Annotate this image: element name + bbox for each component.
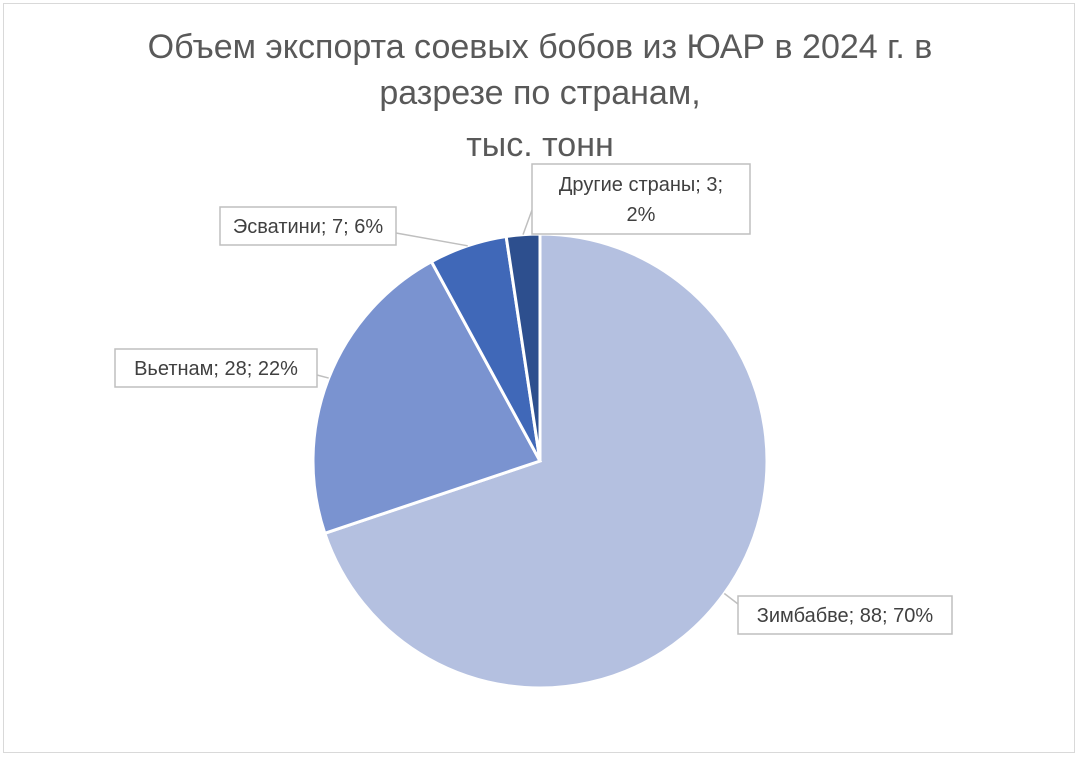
- pie-slices: [311, 232, 769, 690]
- data-label-box-эсватини: [219, 206, 397, 246]
- data-label-зимбабве: Зимбабве; 88; 70%: [757, 605, 934, 627]
- chart-title-line-1: Объем экспорта соевых бобов из ЮАР в 202…: [147, 28, 933, 66]
- data-label-другие-страны-line-1: Другие страны; 3;: [559, 174, 723, 196]
- chart-title-line-2: разрезе по странам,: [379, 74, 701, 112]
- data-label-эсватини: Эсватини; 7; 6%: [233, 216, 383, 238]
- data-label-box-другие-страны: [531, 163, 751, 235]
- data-labels: Зимбабве; 88; 70% Вьетнам; 28; 22% Эсватин…: [114, 163, 953, 635]
- data-label-box-вьетнам: [114, 348, 318, 388]
- leader-lines: [316, 209, 739, 605]
- data-label-другие-страны-line-2: 2%: [627, 204, 656, 226]
- leader-line-другие-страны: [522, 209, 533, 235]
- pie-slice-зимбабве: [322, 232, 769, 690]
- data-label-box-зимбабве: [737, 595, 953, 635]
- leader-line-вьетнам: [316, 374, 329, 379]
- chart-title-line-3: тыс. тонн: [466, 126, 614, 164]
- leader-line-зимбабве: [723, 592, 739, 605]
- data-label-вьетнам: Вьетнам; 28; 22%: [134, 358, 298, 380]
- chart-title: Объем экспорта соевых бобов из ЮАР в 202…: [0, 24, 1080, 168]
- leader-line-эсватини: [395, 232, 468, 247]
